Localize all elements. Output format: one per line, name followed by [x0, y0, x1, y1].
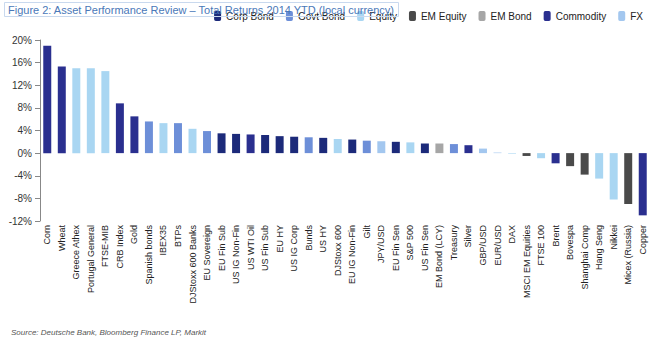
svg-text:S&P 500: S&P 500 — [405, 225, 415, 260]
svg-text:US IG Corp: US IG Corp — [289, 225, 299, 272]
svg-text:CRB Index: CRB Index — [115, 225, 125, 269]
svg-text:EM Equity: EM Equity — [421, 11, 467, 22]
svg-text:DJStoxx 600 Banks: DJStoxx 600 Banks — [188, 225, 198, 304]
svg-text:0%: 0% — [18, 148, 33, 159]
svg-text:MSCI EM Equities: MSCI EM Equities — [522, 225, 532, 299]
svg-text:IBEX35: IBEX35 — [158, 225, 168, 256]
svg-text:Bovespa: Bovespa — [565, 225, 575, 260]
svg-text:EU IG Non-Fin: EU IG Non-Fin — [347, 225, 357, 284]
svg-text:US WTI Oil: US WTI Oil — [246, 225, 256, 270]
svg-text:DAX: DAX — [507, 225, 517, 244]
svg-text:Gold: Gold — [129, 225, 139, 244]
svg-text:US Fin Sub: US Fin Sub — [260, 225, 270, 271]
svg-text:GBP/USD: GBP/USD — [478, 225, 488, 266]
svg-text:US Fin Sen: US Fin Sen — [420, 225, 430, 271]
svg-text:8%: 8% — [18, 102, 33, 113]
svg-text:DJStoxx 600: DJStoxx 600 — [333, 225, 343, 276]
svg-text:EM Bond: EM Bond — [491, 11, 532, 22]
svg-text:Treasury: Treasury — [449, 225, 459, 261]
svg-text:EU Sovereign: EU Sovereign — [202, 225, 212, 281]
svg-text:12%: 12% — [12, 80, 32, 91]
svg-text:Source: Deutsche Bank, Bloombe: Source: Deutsche Bank, Bloomberg Finance… — [11, 328, 207, 337]
svg-text:Bunds: Bunds — [304, 225, 314, 251]
svg-text:EU Fin Sub: EU Fin Sub — [217, 225, 227, 271]
svg-text:Figure 2: Asset Performance Re: Figure 2: Asset Performance Review – Tot… — [8, 4, 394, 16]
svg-text:-8%: -8% — [14, 193, 32, 204]
svg-text:EM Bond (LCY): EM Bond (LCY) — [434, 225, 444, 288]
svg-text:Wheat: Wheat — [57, 225, 67, 252]
svg-text:FTSE-MIB: FTSE-MIB — [100, 225, 110, 267]
svg-text:Corn: Corn — [42, 225, 52, 245]
svg-text:Copper: Copper — [638, 225, 648, 255]
svg-text:Commodity: Commodity — [556, 11, 607, 22]
svg-text:FTSE 100: FTSE 100 — [536, 225, 546, 266]
svg-text:16%: 16% — [12, 57, 32, 68]
svg-text:FX: FX — [630, 11, 643, 22]
svg-text:JPY/USD: JPY/USD — [376, 225, 386, 264]
svg-text:20%: 20% — [12, 35, 32, 46]
svg-text:Spanish bonds: Spanish bonds — [144, 225, 154, 285]
svg-text:-12%: -12% — [9, 216, 32, 227]
svg-text:US HY: US HY — [318, 225, 328, 253]
svg-text:BTPs: BTPs — [173, 225, 183, 248]
svg-text:4%: 4% — [18, 125, 33, 136]
svg-text:EU Fin Sen: EU Fin Sen — [391, 225, 401, 271]
svg-text:Nikkei: Nikkei — [609, 225, 619, 250]
svg-text:Portugal General: Portugal General — [86, 225, 96, 293]
svg-text:US IG Non-Fin: US IG Non-Fin — [231, 225, 241, 284]
svg-text:Micex (Russia): Micex (Russia) — [623, 225, 633, 285]
svg-text:EUR/USD: EUR/USD — [493, 225, 503, 266]
svg-text:-4%: -4% — [14, 170, 32, 181]
svg-text:Silver: Silver — [463, 225, 473, 248]
svg-text:Brent: Brent — [551, 225, 561, 247]
svg-text:Hang Seng: Hang Seng — [594, 225, 604, 270]
svg-text:Greece Athex: Greece Athex — [71, 225, 81, 280]
svg-text:EU HY: EU HY — [275, 225, 285, 253]
svg-text:Gilt: Gilt — [362, 225, 372, 239]
svg-text:Shanghai Comp: Shanghai Comp — [580, 225, 590, 290]
